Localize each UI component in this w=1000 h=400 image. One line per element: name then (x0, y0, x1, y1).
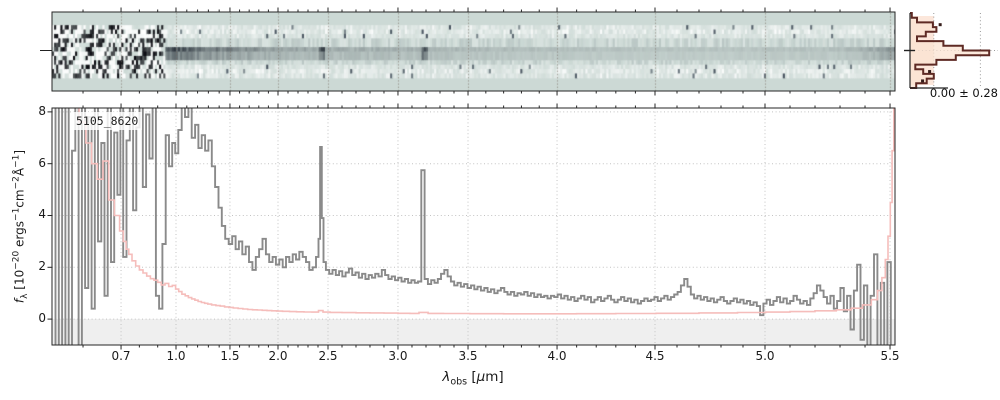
x-tick-label: 0.7 (111, 349, 131, 363)
trace-tick-dash-2d (40, 50, 52, 52)
profile-histogram-steps (910, 12, 991, 89)
x-tick-label: 2.5 (318, 349, 338, 363)
y-axis-label: fλ [10−20 ergs−1cm−2Å−1] (11, 149, 30, 304)
spectrum-1d-panel (47, 103, 896, 350)
flux-series-line (54, 108, 892, 345)
grid-lines (52, 108, 895, 345)
y-tick-label: 2 (38, 259, 46, 274)
y-tick-label: 8 (38, 103, 46, 118)
x-tick-label: 5.0 (755, 349, 775, 363)
y-tick-label: 4 (38, 207, 46, 222)
profile-histogram-panel (904, 12, 998, 89)
error-series-line (78, 108, 895, 315)
x-tick-label: 2.0 (268, 349, 288, 363)
y-tick-label: 0 (38, 311, 46, 326)
x-tick-label: 1.5 (220, 349, 240, 363)
x-tick-label: 3.5 (458, 349, 478, 363)
x-axis-label: λobs [μm] (442, 369, 504, 388)
spectrum-2d-frame (51, 7, 896, 96)
histogram-outlier-dots (921, 23, 942, 83)
x-tick-label: 5.5 (880, 349, 900, 363)
spectrum-2d-image (52, 12, 895, 91)
object-id-label: 5105_8620 (72, 112, 143, 130)
x-tick-label: 4.5 (645, 349, 665, 363)
x-tick-label: 3.0 (388, 349, 408, 363)
axis-ticks-2d (82, 7, 891, 96)
profile-stat-label: 0.00 ± 0.28 (929, 86, 998, 100)
plot-border (51, 107, 896, 346)
x-tick-label: 1.0 (166, 349, 186, 363)
lambda-symbol: λ (442, 369, 451, 385)
axis-ticks (47, 103, 891, 350)
x-tick-label: 4.0 (547, 349, 567, 363)
y-tick-label: 6 (38, 155, 46, 170)
below-zero-band (52, 319, 895, 345)
